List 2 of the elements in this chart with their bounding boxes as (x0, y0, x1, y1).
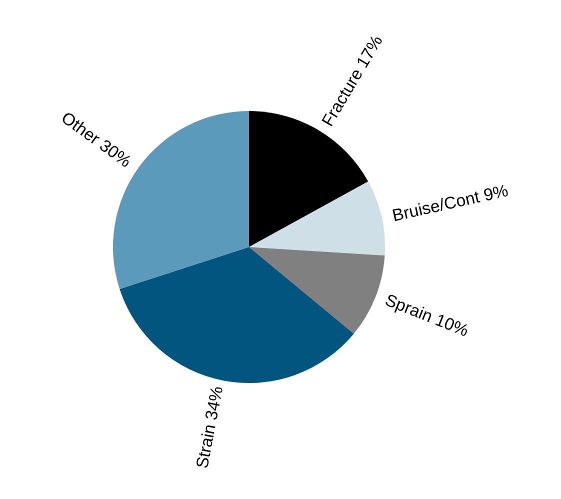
slice-label: Strain 34% (192, 384, 227, 470)
slice-label: Sprain 10% (382, 290, 472, 340)
